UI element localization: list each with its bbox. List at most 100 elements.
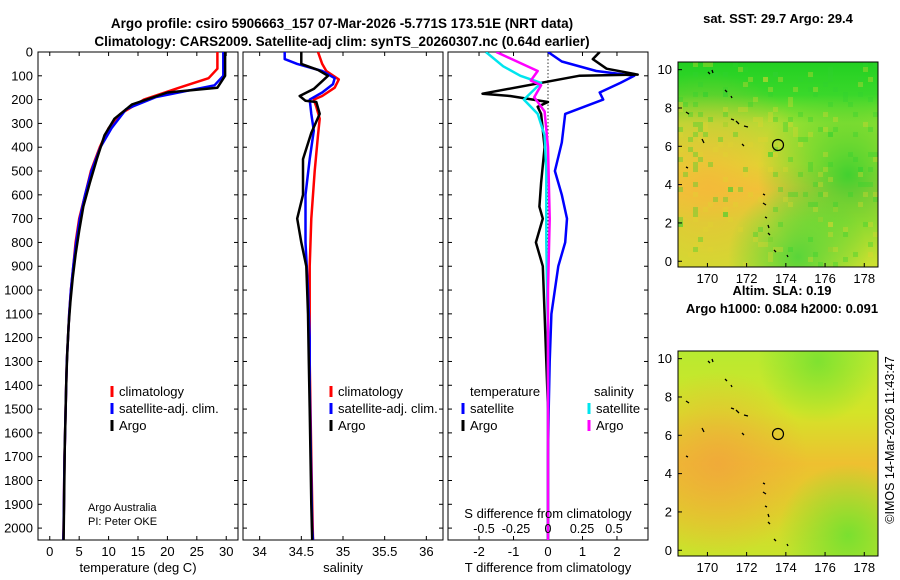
map-y-tick-label: 8 — [665, 389, 672, 404]
y-tick-label: 1500 — [4, 402, 33, 417]
difference-legend: temperature salinity satellite Argo sate… — [461, 384, 640, 433]
argo-location-marker — [771, 138, 785, 152]
legend-climatology: climatology — [338, 384, 404, 399]
map-x-tick-label: 176 — [814, 271, 836, 286]
salinity-x-axis: 34 34.5 35 35.5 36 — [252, 52, 434, 559]
x-tick-label: 1 — [579, 544, 586, 559]
difference-x-axis: -2 -1 0 1 2 — [473, 52, 621, 559]
temperature-axes-box — [37, 51, 239, 541]
difference-xlabel: T difference from climatology — [465, 560, 632, 575]
map-y-tick-label: 0 — [665, 254, 672, 269]
series-line — [295, 52, 330, 540]
x-tick-label: 36 — [419, 544, 433, 559]
map-y-tick-label: 4 — [665, 466, 672, 481]
sec-tick: -0.25 — [502, 522, 531, 536]
y-tick-label: 400 — [11, 140, 33, 155]
sec-tick: -0.5 — [473, 522, 495, 536]
y-tick-label: 1400 — [4, 378, 33, 393]
map-y-tick-label: 8 — [665, 100, 672, 115]
map-y-tick-label: 2 — [665, 504, 672, 519]
y-tick-label: 1900 — [4, 497, 33, 512]
map-y-tick-label: 0 — [665, 543, 672, 558]
legend-s-satellite: satellite — [596, 401, 640, 416]
salinity-depth-ticks — [243, 51, 443, 529]
x-tick-label: 10 — [101, 544, 115, 559]
x-tick-label: -2 — [473, 544, 485, 559]
x-tick-label: 2 — [613, 544, 620, 559]
title-line-1: Argo profile: csiro 5906663_157 07-Mar-2… — [111, 16, 573, 31]
temperature-legend: climatology satellite-adj. clim. Argo — [110, 384, 219, 433]
difference-panel: -2 -1 0 1 2 T difference from climatology S … — [447, 51, 649, 575]
sec-tick: 0.5 — [605, 522, 622, 536]
sst-map-axes: 170 172 174 176 178 0 2 4 6 8 10 — [658, 62, 876, 286]
map-y-tick-label: 2 — [665, 215, 672, 230]
map-x-tick-label: 172 — [736, 271, 758, 286]
legend-climatology: climatology — [119, 384, 185, 399]
y-tick-label: 1800 — [4, 473, 33, 488]
x-tick-label: 34 — [252, 544, 266, 559]
map-y-tick-label: 4 — [665, 177, 672, 192]
difference-xlabel-secondary: S difference from climatology — [464, 506, 632, 521]
credit-pi: PI: Peter OKE — [88, 516, 157, 528]
timestamp: ©IMOS 14-Mar-2026 11:43:47 — [883, 356, 897, 523]
series-line — [62, 52, 227, 540]
x-tick-label: 34.5 — [289, 544, 314, 559]
sla-map-box — [677, 350, 879, 557]
difference-secondary-ticks: -0.5 -0.25 0 0.25 0.5 — [473, 522, 623, 536]
sla-map-title-1: Altim. SLA: 0.19 — [733, 283, 832, 298]
sla-map-axes: 170 172 174 176 178 0 2 4 6 8 10 — [658, 351, 876, 575]
map-x-tick-label: 170 — [697, 271, 719, 286]
series-line — [62, 52, 219, 540]
y-tick-label: 800 — [11, 235, 33, 250]
salinity-panel: 34 34.5 35 35.5 36 salinity climatology sate… — [242, 51, 444, 575]
sla-heatmap — [678, 351, 878, 556]
sec-tick: 0 — [545, 522, 552, 536]
temperature-lines — [62, 52, 227, 540]
y-tick-label: 200 — [11, 92, 33, 107]
series-line — [485, 52, 550, 540]
series-line — [546, 52, 636, 540]
map-y-tick-label: 10 — [658, 62, 672, 77]
y-tick-label: 1600 — [4, 425, 33, 440]
depth-axis: 0 100 200 300 400 500 600 700 800 900 1000 1100 1200… — [4, 45, 238, 536]
temperature-panel: 0100200300400500600700800900100011001200… — [4, 45, 239, 575]
map-y-tick-label: 6 — [665, 139, 672, 154]
legend-argo: Argo — [338, 418, 365, 433]
x-tick-label: 35 — [336, 544, 350, 559]
legend-satellite: satellite-adj. clim. — [338, 401, 438, 416]
legend-t-satellite: satellite — [470, 401, 514, 416]
credit-org: Argo Australia — [88, 502, 157, 514]
sst-map-box — [677, 61, 879, 268]
x-tick-label: 15 — [131, 544, 145, 559]
y-tick-label: 0 — [26, 45, 33, 60]
y-tick-label: 2000 — [4, 521, 33, 536]
sst-map-title: sat. SST: 29.7 Argo: 29.4 — [703, 11, 854, 26]
x-tick-label: 0 — [544, 544, 551, 559]
salinity-legend: climatology satellite-adj. clim. Argo — [329, 384, 438, 433]
map-x-tick-label: 178 — [853, 271, 875, 286]
y-tick-label: 600 — [11, 187, 33, 202]
legend-argo: Argo — [119, 418, 146, 433]
y-tick-label: 100 — [11, 68, 33, 83]
y-tick-label: 500 — [11, 164, 33, 179]
legend-s-argo: Argo — [596, 418, 623, 433]
map-x-tick-label: 174 — [775, 271, 797, 286]
map-x-tick-label: 170 — [697, 560, 719, 575]
title-line-2: Climatology: CARS2009. Satellite-adj cli… — [94, 34, 589, 49]
temperature-xlabel: temperature (deg C) — [79, 560, 196, 575]
legend-t-argo: Argo — [470, 418, 497, 433]
y-tick-label: 700 — [11, 211, 33, 226]
map-x-tick-label: 174 — [775, 560, 797, 575]
legend-title-salinity: salinity — [594, 384, 634, 399]
sst-map-panel: sat. SST: 29.7 Argo: 29.4 170 172 174 176 17… — [658, 11, 879, 286]
y-tick-label: 1000 — [4, 283, 33, 298]
series-line — [495, 52, 551, 540]
x-tick-label: 20 — [160, 544, 174, 559]
sla-map-panel: Altim. SLA: 0.19 Argo h1000: 0.084 h2000… — [658, 283, 879, 575]
salinity-lines — [283, 52, 341, 540]
x-tick-label: 25 — [190, 544, 204, 559]
argo-location-marker — [771, 427, 785, 441]
temperature-x-axis: 0 5 10 15 20 25 30 — [46, 52, 233, 559]
legend-title-temperature: temperature — [470, 384, 540, 399]
x-tick-label: 30 — [219, 544, 233, 559]
